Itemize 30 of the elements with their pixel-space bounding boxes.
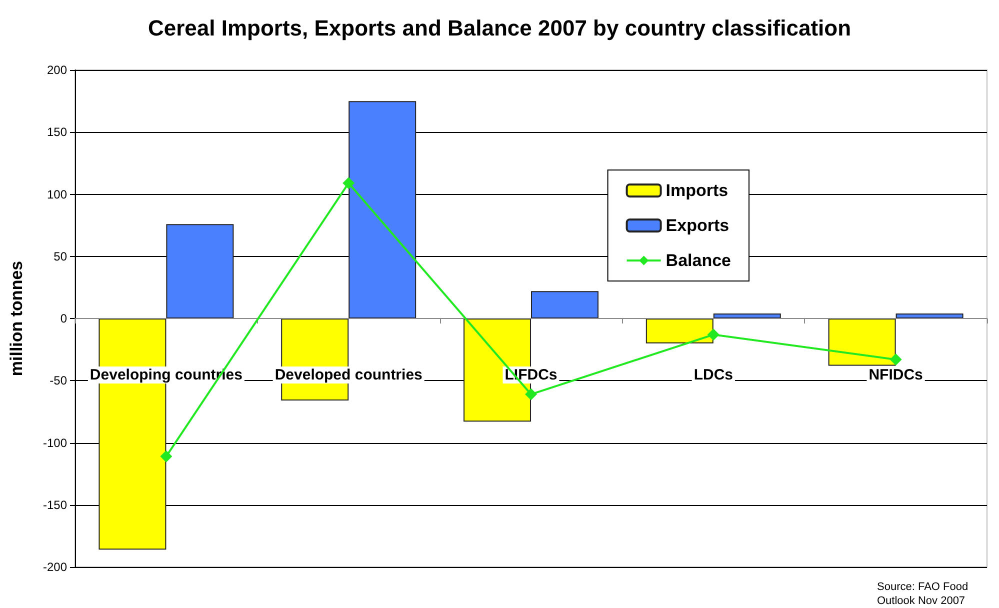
x-tick-label: Developed countries bbox=[274, 366, 422, 384]
chart-title: Cereal Imports, Exports and Balance 2007 by country classification bbox=[148, 16, 852, 40]
bar bbox=[896, 314, 964, 318]
source-note: Source: FAO Food Outlook Nov 2007 bbox=[877, 581, 972, 607]
point bbox=[707, 328, 720, 341]
point bbox=[342, 177, 355, 190]
bar bbox=[828, 318, 896, 366]
legend-label: Exports bbox=[666, 216, 730, 235]
bar bbox=[166, 224, 234, 318]
y-tick-label: 200 bbox=[46, 63, 68, 77]
y-tick-label: 100 bbox=[46, 187, 68, 202]
x-tick-label: LDCs bbox=[694, 366, 733, 384]
y-tick-label: -200 bbox=[42, 560, 68, 574]
y-tick-label: 150 bbox=[46, 125, 68, 140]
bar bbox=[713, 314, 781, 318]
x-tick-label: NFIDCs bbox=[868, 366, 923, 384]
y-tick-label: -50 bbox=[50, 374, 68, 388]
bar bbox=[646, 318, 714, 344]
y-tick-label: -100 bbox=[42, 436, 68, 450]
point bbox=[890, 354, 902, 366]
point bbox=[160, 450, 172, 462]
y-tick-label: 0 bbox=[60, 312, 68, 326]
legend-label: Imports bbox=[666, 181, 728, 200]
y-axis-title: million tonnes bbox=[7, 260, 26, 376]
y-tick-label: -150 bbox=[42, 498, 68, 512]
bar bbox=[531, 291, 598, 318]
bar bbox=[348, 101, 416, 318]
y-tick-label: 50 bbox=[54, 249, 68, 264]
point bbox=[525, 388, 537, 400]
legend-label: Balance bbox=[666, 251, 731, 270]
